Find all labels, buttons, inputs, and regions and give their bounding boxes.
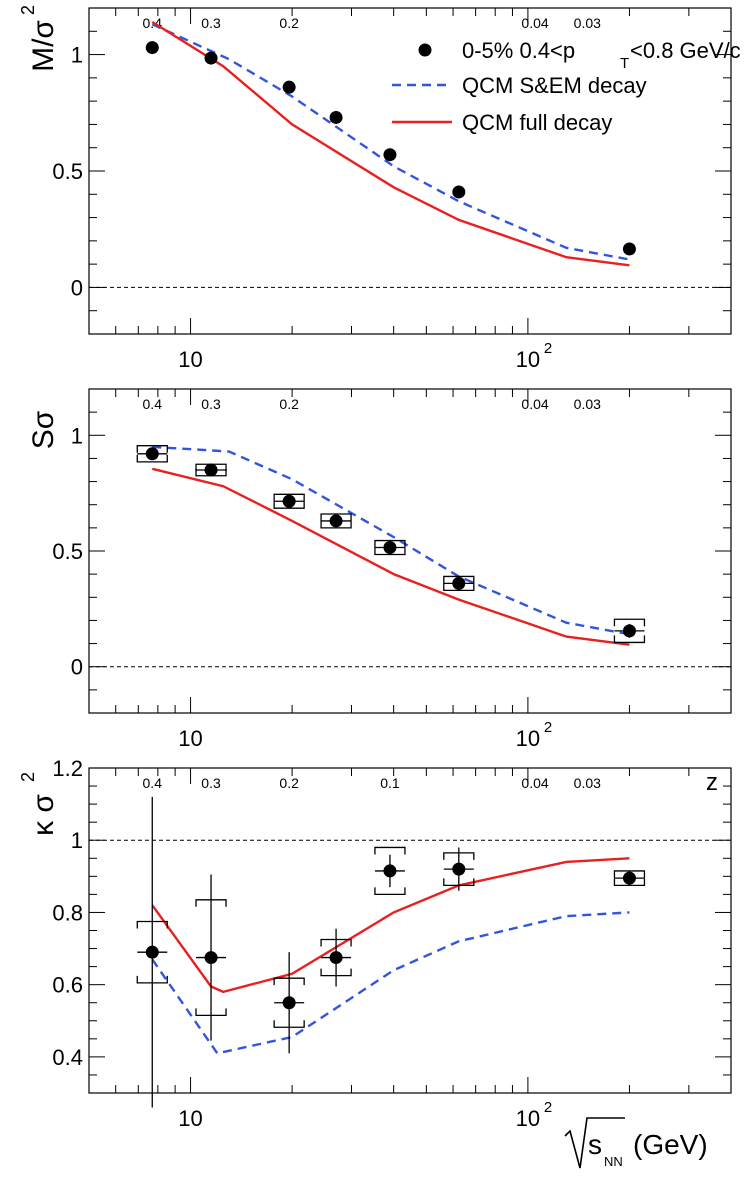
data-point xyxy=(204,51,218,65)
x-tick-label: 10 xyxy=(516,726,540,751)
y-axis-label: M/σ xyxy=(27,20,60,72)
y-tick-label: 0.4 xyxy=(52,1045,83,1070)
top-z-label: 0.1 xyxy=(380,775,400,791)
y-axis-label: κ σ xyxy=(27,794,60,836)
sys-error-bracket-bottom xyxy=(136,454,168,463)
y-axis-label-superscript: 2 xyxy=(18,5,38,15)
legend-marker xyxy=(418,43,432,57)
sys-error-bracket-bottom xyxy=(320,520,352,529)
data-point xyxy=(383,541,397,555)
data-point xyxy=(383,864,397,878)
data-point xyxy=(452,862,466,876)
top-z-label: 0.03 xyxy=(574,396,601,412)
qcm-sem-decay-line xyxy=(151,23,630,261)
qcm-full-decay-line xyxy=(151,857,630,994)
x-tick-label-exponent: 2 xyxy=(544,719,552,736)
plot-frame-2 xyxy=(88,767,732,1094)
sys-error-bracket-top xyxy=(136,445,168,453)
sys-error-bracket-top xyxy=(374,539,406,548)
y-tick-label: 1 xyxy=(71,43,83,68)
x-axis-label: (GeV) xyxy=(633,1129,708,1160)
data-point xyxy=(452,185,466,199)
qcm-full-decay-line xyxy=(151,20,630,267)
top-z-label: 0.04 xyxy=(521,775,548,791)
sys-error-bracket-top xyxy=(374,846,406,855)
data-point xyxy=(282,996,296,1010)
plot-frame-1 xyxy=(88,388,732,714)
top-z-label: 0.2 xyxy=(279,775,299,791)
x-axis-label-s: s xyxy=(588,1129,602,1160)
data-point xyxy=(329,514,343,528)
data-point xyxy=(452,576,466,590)
x-tick-label-exponent: 2 xyxy=(544,340,552,357)
sys-error-bracket-top xyxy=(443,575,475,584)
x-tick-label: 10 xyxy=(178,347,202,372)
x-tick-label: 10 xyxy=(516,347,540,372)
sys-error-bracket-bottom xyxy=(443,583,475,591)
data-point xyxy=(145,945,159,959)
data-point xyxy=(622,242,636,256)
y-tick-label: 1.2 xyxy=(52,756,83,781)
top-z-label: 0.04 xyxy=(521,396,548,412)
top-z-label: 0.3 xyxy=(201,15,221,31)
top-z-label: 0.3 xyxy=(201,396,221,412)
sys-error-bracket-top xyxy=(320,513,352,521)
y-tick-label: 0 xyxy=(71,655,83,680)
sys-error-bracket-top xyxy=(273,493,305,502)
data-point xyxy=(622,624,636,638)
y-tick-label: 0.6 xyxy=(52,973,83,998)
data-point xyxy=(282,494,296,508)
data-point xyxy=(329,951,343,965)
corner-label: z xyxy=(706,769,718,796)
top-z-label: 0.2 xyxy=(279,15,299,31)
y-tick-label: 0.8 xyxy=(52,900,83,925)
x-tick-label: 10 xyxy=(178,1106,202,1131)
y-axis-label: Sσ xyxy=(27,410,60,449)
data-point xyxy=(145,447,159,461)
qcm-sem-decay-line xyxy=(152,445,630,636)
qcm-sem-decay-line xyxy=(151,911,630,1055)
x-axis-label-subscript: NN xyxy=(604,1154,623,1169)
legend-data-tail: <0.8 GeV/c xyxy=(630,38,741,63)
y-tick-label: 1 xyxy=(71,828,83,853)
sys-error-bracket-bottom xyxy=(374,547,406,556)
legend-data-label: 0-5% 0.4<p xyxy=(462,38,575,63)
sqrt-symbol xyxy=(564,1117,625,1169)
top-z-label: 0.03 xyxy=(574,775,601,791)
y-tick-label: 0.5 xyxy=(52,159,83,184)
top-z-label: 0.4 xyxy=(143,396,163,412)
x-tick-label: 10 xyxy=(178,726,202,751)
x-tick-label: 10 xyxy=(516,1106,540,1131)
top-z-label: 0.03 xyxy=(574,15,601,31)
legend-solid-label: QCM full decay xyxy=(462,110,612,135)
data-point xyxy=(282,80,296,94)
sys-error-bracket-top xyxy=(613,618,646,627)
legend-dashed-label: QCM S&EM decay xyxy=(462,73,647,98)
qcm-full-decay-line xyxy=(152,467,630,646)
top-z-label: 0.04 xyxy=(521,15,548,31)
data-point xyxy=(329,110,343,124)
top-z-label: 0.2 xyxy=(279,396,299,412)
top-z-label: 0.3 xyxy=(201,775,221,791)
sys-error-bracket-bottom xyxy=(613,635,646,644)
sys-error-bracket-bottom xyxy=(374,887,406,896)
legend-data-subscript: T xyxy=(620,55,629,72)
y-tick-label: 0 xyxy=(71,275,83,300)
top-z-label: 0.4 xyxy=(143,775,163,791)
sys-error-bracket-bottom xyxy=(273,501,305,509)
y-axis-label-superscript: 2 xyxy=(18,772,38,782)
y-tick-label: 1 xyxy=(71,423,83,448)
data-point xyxy=(622,871,636,885)
y-tick-label: 0.5 xyxy=(52,539,83,564)
data-point xyxy=(145,41,159,55)
x-tick-label-exponent: 2 xyxy=(544,1099,552,1116)
data-point xyxy=(204,951,218,965)
data-point xyxy=(383,148,397,162)
data-point xyxy=(204,463,218,477)
